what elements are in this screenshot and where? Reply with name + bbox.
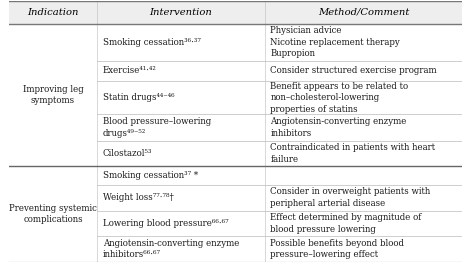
Text: Statin drugs⁴⁴⁻⁴⁶: Statin drugs⁴⁴⁻⁴⁶ — [103, 93, 174, 102]
Text: Preventing systemic
complications: Preventing systemic complications — [9, 204, 97, 224]
Text: Improving leg
symptoms: Improving leg symptoms — [23, 85, 83, 105]
Text: Consider structured exercise program: Consider structured exercise program — [270, 66, 437, 75]
Text: Blood pressure–lowering
drugs⁴⁹⁻⁵²: Blood pressure–lowering drugs⁴⁹⁻⁵² — [103, 117, 211, 138]
Text: Lowering blood pressure⁶⁶·⁶⁷: Lowering blood pressure⁶⁶·⁶⁷ — [103, 219, 228, 228]
Text: Smoking cessation³⁷ *: Smoking cessation³⁷ * — [103, 171, 198, 180]
Text: Contraindicated in patients with heart
failure: Contraindicated in patients with heart f… — [270, 143, 436, 164]
Text: Smoking cessation³⁶·³⁷: Smoking cessation³⁶·³⁷ — [103, 38, 201, 47]
Text: Angiotensin-converting enzyme
inhibitors⁶⁶·⁶⁷: Angiotensin-converting enzyme inhibitors… — [103, 239, 239, 259]
Text: Weight loss⁷⁷·⁷⁸†: Weight loss⁷⁷·⁷⁸† — [103, 193, 173, 202]
Text: Angiotensin-converting enzyme
inhibitors: Angiotensin-converting enzyme inhibitors — [270, 117, 407, 138]
Text: Intervention: Intervention — [150, 8, 212, 17]
Text: Physician advice
Nicotine replacement therapy
Bupropion: Physician advice Nicotine replacement th… — [270, 26, 400, 58]
Text: Cilostazol⁵³: Cilostazol⁵³ — [103, 149, 152, 158]
Text: Effect determined by magnitude of
blood pressure lowering: Effect determined by magnitude of blood … — [270, 213, 422, 234]
Text: Consider in overweight patients with
peripheral arterial disease: Consider in overweight patients with per… — [270, 188, 430, 208]
Bar — [9, 1, 462, 24]
Text: Indication: Indication — [27, 8, 79, 17]
Text: Possible benefits beyond blood
pressure–lowering effect: Possible benefits beyond blood pressure–… — [270, 239, 404, 259]
Text: Benefit appears to be related to
non–cholesterol-lowering
properties of statins: Benefit appears to be related to non–cho… — [270, 82, 409, 114]
Text: Exercise⁴¹·⁴²: Exercise⁴¹·⁴² — [103, 66, 156, 75]
Text: Method/Comment: Method/Comment — [318, 8, 409, 17]
